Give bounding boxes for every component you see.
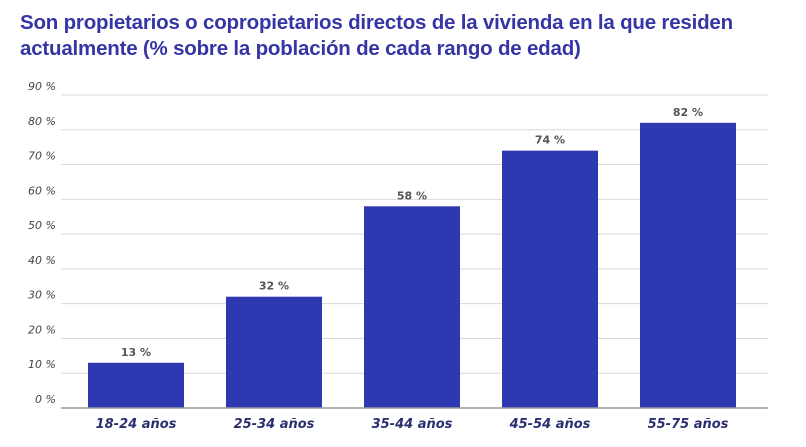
bar-55-75-años <box>640 122 736 409</box>
bar-18-24-años <box>88 362 184 408</box>
data-label: 74 % <box>535 134 565 147</box>
y-tick-label: 50 % <box>28 219 56 232</box>
y-tick-label: 90 % <box>28 80 56 93</box>
data-label: 13 % <box>121 346 151 359</box>
y-tick-label: 10 % <box>28 358 56 371</box>
bar-45-54-años <box>502 150 598 408</box>
data-label: 58 % <box>397 189 427 202</box>
x-tick-label: 18-24 años <box>96 417 177 432</box>
y-tick-label: 60 % <box>28 184 56 197</box>
y-tick-label: 40 % <box>28 254 56 267</box>
y-tick-label: 30 % <box>28 289 56 302</box>
y-tick-label: 70 % <box>28 150 56 163</box>
x-tick-label: 25-34 años <box>234 417 315 432</box>
y-tick-label: 80 % <box>28 115 56 128</box>
x-tick-label: 55-75 años <box>648 417 729 432</box>
chart-title: Son propietarios o copropietarios direct… <box>20 11 733 60</box>
x-tick-label: 35-44 años <box>372 417 453 432</box>
bar-25-34-años <box>226 296 322 408</box>
data-label: 32 % <box>259 280 289 293</box>
y-tick-label: 0 % <box>35 393 56 406</box>
data-label: 82 % <box>673 106 703 119</box>
bar-35-44-años <box>364 206 460 408</box>
x-tick-label: 45-54 años <box>509 417 591 432</box>
y-tick-label: 20 % <box>28 323 56 336</box>
